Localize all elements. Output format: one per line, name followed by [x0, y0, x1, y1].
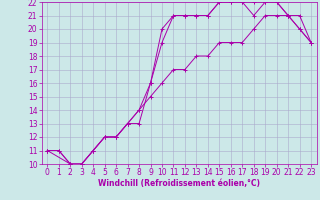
- X-axis label: Windchill (Refroidissement éolien,°C): Windchill (Refroidissement éolien,°C): [98, 179, 260, 188]
